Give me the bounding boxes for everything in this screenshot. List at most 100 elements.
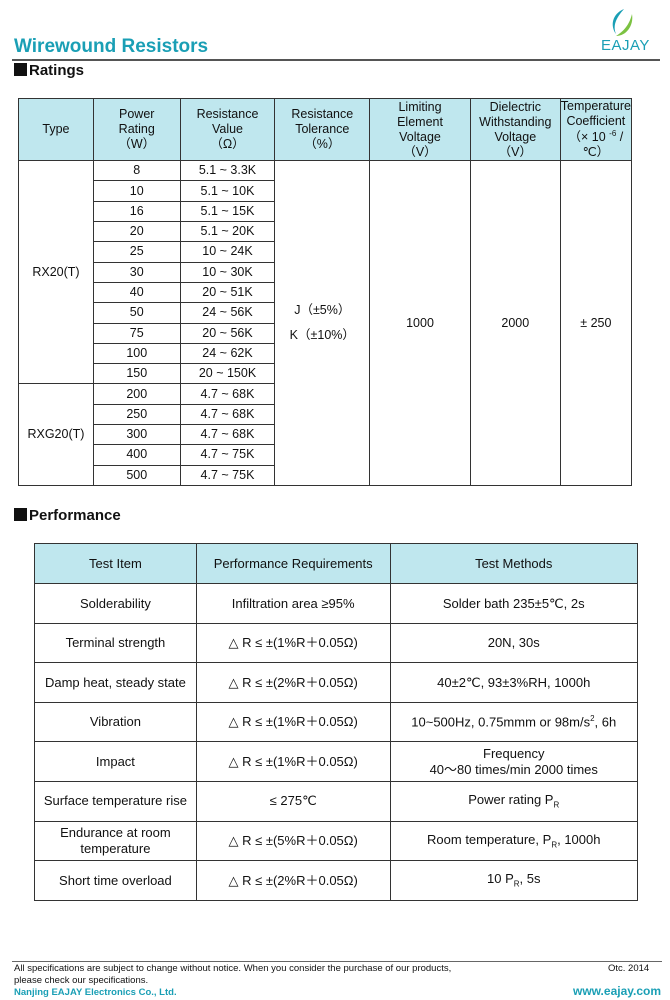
header-line: Tolerance [295, 122, 350, 137]
test-item-cell: Impact [34, 741, 197, 782]
table-row: RXG20(T) 200 4.7 ~ 68K [18, 383, 632, 486]
table-row: Vibration △ R ≤ ±(1%R＋0.05Ω) 10~500Hz, 0.7… [34, 701, 638, 743]
test-method-cell: 20N, 30s [389, 622, 638, 664]
table-row: 10 5.1 ~ 10K [19, 180, 632, 202]
resistance-value-cell: 5.1 ~ 3.3K [179, 160, 276, 182]
header-line: （Ω） [210, 137, 245, 152]
test-item-cell: Vibration [34, 701, 197, 743]
table-row: 20 5.1 ~ 20K [19, 221, 632, 243]
resistance-value-cell: 10 ~ 30K [179, 261, 276, 283]
header-divider [12, 59, 660, 61]
test-method-cell: Power rating PR [389, 780, 638, 822]
header-line: （W） [118, 137, 156, 152]
header-line: Dielectric [489, 99, 541, 114]
ratings-table: Type Power Rating （W） Resistance Value （Ω） Resi… [18, 97, 633, 486]
table-row: Terminal strength △ R ≤ ±(1%R＋0.05Ω) 20N, … [34, 622, 638, 664]
requirement-cell: △ R ≤ ±(2%R＋0.05Ω) [195, 662, 391, 703]
test-item-cell: Solderability [34, 583, 197, 624]
header-line: Limiting [398, 99, 442, 114]
table-row: 50 24 ~ 56K [19, 302, 632, 324]
resistance-value-cell: 20 ~ 150K [179, 363, 276, 385]
header-line: （V） [403, 144, 437, 159]
requirement-cell: △ R ≤ ±(5%R＋0.05Ω) [195, 820, 391, 862]
footer-website[interactable]: www.eajay.com [573, 984, 662, 998]
requirement-cell: △ R ≤ ±(1%R＋0.05Ω) [195, 622, 391, 664]
requirement-cell: ≤ 275℃ [195, 780, 391, 822]
ratings-column-header: Power Rating （W） [92, 97, 181, 162]
requirement-cell: △ R ≤ ±(1%R＋0.05Ω) [195, 701, 391, 743]
footer-date: Otc. 2014 [608, 963, 650, 974]
footer-company: Nanjing EAJAY Electronics Co., Ltd. [14, 987, 177, 998]
power-rating-cell: 16 [92, 200, 181, 223]
table-row: 40 20 ~ 51K [19, 281, 632, 304]
resistance-value-cell: 20 ~ 56K [179, 322, 276, 344]
performance-column-header: Performance Requirements [195, 543, 391, 584]
power-rating-cell: 20 [92, 221, 181, 243]
table-row: RX20(T) 8 5.1 ~ 3.3K J（±5%） K（±10%） 1000 2000 ±… [18, 160, 633, 486]
type-cell: RX20(T) [18, 160, 94, 385]
table-row: Surface temperature rise ≤ 275℃ Power rati… [34, 780, 638, 822]
resistance-value-cell: 4.7 ~ 75K [179, 444, 276, 466]
header-line: Withstanding [479, 114, 552, 129]
power-rating-cell: 300 [92, 424, 181, 446]
power-rating-cell: 30 [92, 261, 181, 283]
header-line: Element [397, 114, 443, 129]
ratings-column-header: Limiting Element Voltage （V） [369, 97, 471, 162]
power-rating-cell: 200 [92, 383, 181, 405]
test-item-cell: Endurance at room temperature [34, 820, 197, 862]
table-row: 75 20 ~ 56K [19, 322, 632, 344]
power-rating-cell: 75 [92, 322, 181, 344]
resistance-value-cell: 5.1 ~ 15K [179, 200, 276, 223]
power-rating-cell: 10 [92, 180, 181, 202]
table-row: 300 4.7 ~ 68K [19, 424, 632, 446]
table-row: 500 4.7 ~ 75K [19, 464, 632, 486]
temp-coefficient-cell: ± 250 [559, 160, 633, 486]
header-line: （× 10 -6 /℃） [568, 129, 624, 160]
header-line: Power [119, 107, 155, 122]
power-rating-cell: 500 [92, 464, 181, 486]
performance-column-header: Test Item [34, 543, 197, 584]
table-row: Endurance at room temperature △ R ≤ ±(5%R… [34, 820, 638, 862]
power-rating-cell: 100 [92, 342, 181, 365]
test-item-cell: Damp heat, steady state [34, 662, 197, 703]
header-line: Resistance [291, 107, 354, 122]
footer-notice-1: All specifications are subject to change… [14, 963, 452, 974]
ratings-heading: Ratings [14, 62, 84, 79]
power-rating-cell: 8 [92, 160, 181, 182]
performance-column-header: Test Methods [389, 543, 638, 584]
resistance-value-cell: 24 ~ 56K [179, 302, 276, 324]
resistance-value-cell: 20 ~ 51K [179, 281, 276, 304]
resistance-value-cell: 4.7 ~ 75K [179, 464, 276, 486]
logo-text: EAJAY [601, 37, 650, 54]
test-method-cell: Frequency 40～80 times/min 2000 times [389, 741, 638, 782]
test-method-cell: 10~500Hz, 0.75mmm or 98m/s2, 6h [389, 701, 638, 743]
power-rating-cell: 40 [92, 281, 181, 304]
power-rating-cell: 250 [92, 403, 181, 426]
ratings-column-header: Resistance Value （Ω） [179, 97, 276, 162]
header-line: Resistance [196, 107, 259, 122]
performance-heading: Performance [14, 507, 121, 524]
table-row: Short time overload △ R ≤ ±(2%R＋0.05Ω) 10 … [34, 860, 638, 901]
requirement-cell: △ R ≤ ±(2%R＋0.05Ω) [195, 860, 391, 901]
limiting-voltage-cell: 1000 [369, 160, 471, 486]
table-row: 250 4.7 ~ 68K [19, 403, 632, 426]
requirement-cell: △ R ≤ ±(1%R＋0.05Ω) [195, 741, 391, 782]
header-line: Value [211, 122, 244, 137]
resistance-value-cell: 24 ~ 62K [179, 342, 276, 365]
test-item-cell: Short time overload [34, 860, 197, 901]
tolerance-option: K（±10%） [289, 328, 355, 343]
ratings-column-header: Temperature Coefficient （× 10 -6 /℃） [559, 97, 633, 162]
header-line: Voltage [494, 129, 537, 144]
power-rating-cell: 150 [92, 363, 181, 385]
footer-divider [12, 961, 662, 962]
resistance-value-cell: 4.7 ~ 68K [179, 403, 276, 426]
page-title: Wirewound Resistors [14, 36, 209, 57]
test-method-cell: 40±2℃, 93±3%RH, 1000h [389, 662, 638, 703]
header-line: Temperature [560, 99, 631, 113]
table-row: 30 10 ~ 30K [19, 261, 632, 283]
ratings-column-header: Dielectric Withstanding Voltage （V） [469, 97, 561, 162]
table-row: Damp heat, steady state △ R ≤ ±(2%R＋0.05Ω… [34, 662, 638, 703]
resistance-value-cell: 5.1 ~ 10K [179, 180, 276, 202]
test-item-cell: Surface temperature rise [34, 780, 197, 822]
resistance-value-cell: 4.7 ~ 68K [179, 383, 276, 405]
